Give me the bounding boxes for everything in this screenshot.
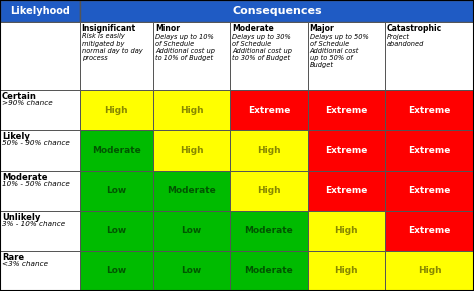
Bar <box>80 251 153 291</box>
Text: Extreme: Extreme <box>325 146 367 155</box>
Text: Minor: Minor <box>155 24 180 33</box>
Text: Low: Low <box>182 226 202 235</box>
Text: Delays up to 30%
of Schedule
Additional cost up
to 30% of Budget: Delays up to 30% of Schedule Additional … <box>232 33 292 61</box>
Text: Extreme: Extreme <box>408 146 451 155</box>
Bar <box>0 90 80 130</box>
Text: Unlikely: Unlikely <box>2 213 40 222</box>
Text: Low: Low <box>182 267 202 275</box>
Text: 3% - 10% chance: 3% - 10% chance <box>2 221 65 227</box>
Text: Likelyhood: Likelyhood <box>10 6 70 16</box>
Text: Extreme: Extreme <box>408 106 451 115</box>
Text: Catastrophic: Catastrophic <box>387 24 442 33</box>
Bar <box>153 130 230 171</box>
Bar <box>385 211 474 251</box>
Bar <box>385 22 474 90</box>
Bar <box>308 22 385 90</box>
Text: High: High <box>335 226 358 235</box>
Text: High: High <box>257 186 281 195</box>
Bar <box>153 171 230 211</box>
Bar <box>308 251 385 291</box>
Text: Delays up to 50%
of Schedule
Additional cost
up to 50% of
Budget: Delays up to 50% of Schedule Additional … <box>310 33 368 68</box>
Text: Moderate: Moderate <box>92 146 141 155</box>
Bar <box>308 90 385 130</box>
Bar <box>230 211 308 251</box>
Bar <box>80 22 153 90</box>
Text: Moderate: Moderate <box>167 186 216 195</box>
Text: High: High <box>105 106 128 115</box>
Text: 50% - 90% chance: 50% - 90% chance <box>2 140 70 146</box>
Bar <box>308 171 385 211</box>
Text: >90% chance: >90% chance <box>2 100 53 106</box>
Bar <box>80 0 474 22</box>
Bar <box>80 171 153 211</box>
Bar <box>385 251 474 291</box>
Text: Certain: Certain <box>2 92 37 101</box>
Bar <box>230 251 308 291</box>
Bar <box>0 251 80 291</box>
Bar <box>385 90 474 130</box>
Text: Low: Low <box>106 267 127 275</box>
Text: Risk is easily
mitigated by
normal day to day
process: Risk is easily mitigated by normal day t… <box>82 33 142 61</box>
Bar <box>0 0 80 22</box>
Text: High: High <box>257 146 281 155</box>
Bar <box>385 130 474 171</box>
Bar <box>80 211 153 251</box>
Bar <box>0 171 80 211</box>
Text: Extreme: Extreme <box>325 186 367 195</box>
Bar <box>385 171 474 211</box>
Bar <box>230 130 308 171</box>
Text: Extreme: Extreme <box>408 186 451 195</box>
Text: Extreme: Extreme <box>248 106 290 115</box>
Text: Major: Major <box>310 24 334 33</box>
Text: High: High <box>418 267 441 275</box>
Text: Moderate: Moderate <box>245 226 293 235</box>
Text: Insignificant: Insignificant <box>82 24 136 33</box>
Text: 10% - 50% chance: 10% - 50% chance <box>2 180 70 187</box>
Bar <box>0 22 80 90</box>
Text: Low: Low <box>106 226 127 235</box>
Bar <box>153 251 230 291</box>
Bar <box>153 90 230 130</box>
Text: Low: Low <box>106 186 127 195</box>
Text: Consequences: Consequences <box>232 6 322 16</box>
Bar <box>0 130 80 171</box>
Text: Rare: Rare <box>2 253 24 262</box>
Text: High: High <box>180 146 203 155</box>
Bar <box>308 130 385 171</box>
Text: Delays up to 10%
of Schedule
Additional cost up
to 10% of Budget: Delays up to 10% of Schedule Additional … <box>155 33 215 61</box>
Text: Project
abandoned: Project abandoned <box>387 33 424 47</box>
Bar <box>153 22 230 90</box>
Text: Extreme: Extreme <box>325 106 367 115</box>
Text: Moderate: Moderate <box>245 267 293 275</box>
Bar <box>153 211 230 251</box>
Bar <box>0 211 80 251</box>
Text: High: High <box>335 267 358 275</box>
Bar <box>230 171 308 211</box>
Text: High: High <box>180 106 203 115</box>
Bar <box>230 90 308 130</box>
Text: Moderate: Moderate <box>2 173 47 182</box>
Text: Likely: Likely <box>2 132 30 141</box>
Bar <box>80 130 153 171</box>
Bar <box>308 211 385 251</box>
Bar <box>230 22 308 90</box>
Text: <3% chance: <3% chance <box>2 261 48 267</box>
Bar <box>80 90 153 130</box>
Text: Moderate: Moderate <box>232 24 274 33</box>
Text: Extreme: Extreme <box>408 226 451 235</box>
